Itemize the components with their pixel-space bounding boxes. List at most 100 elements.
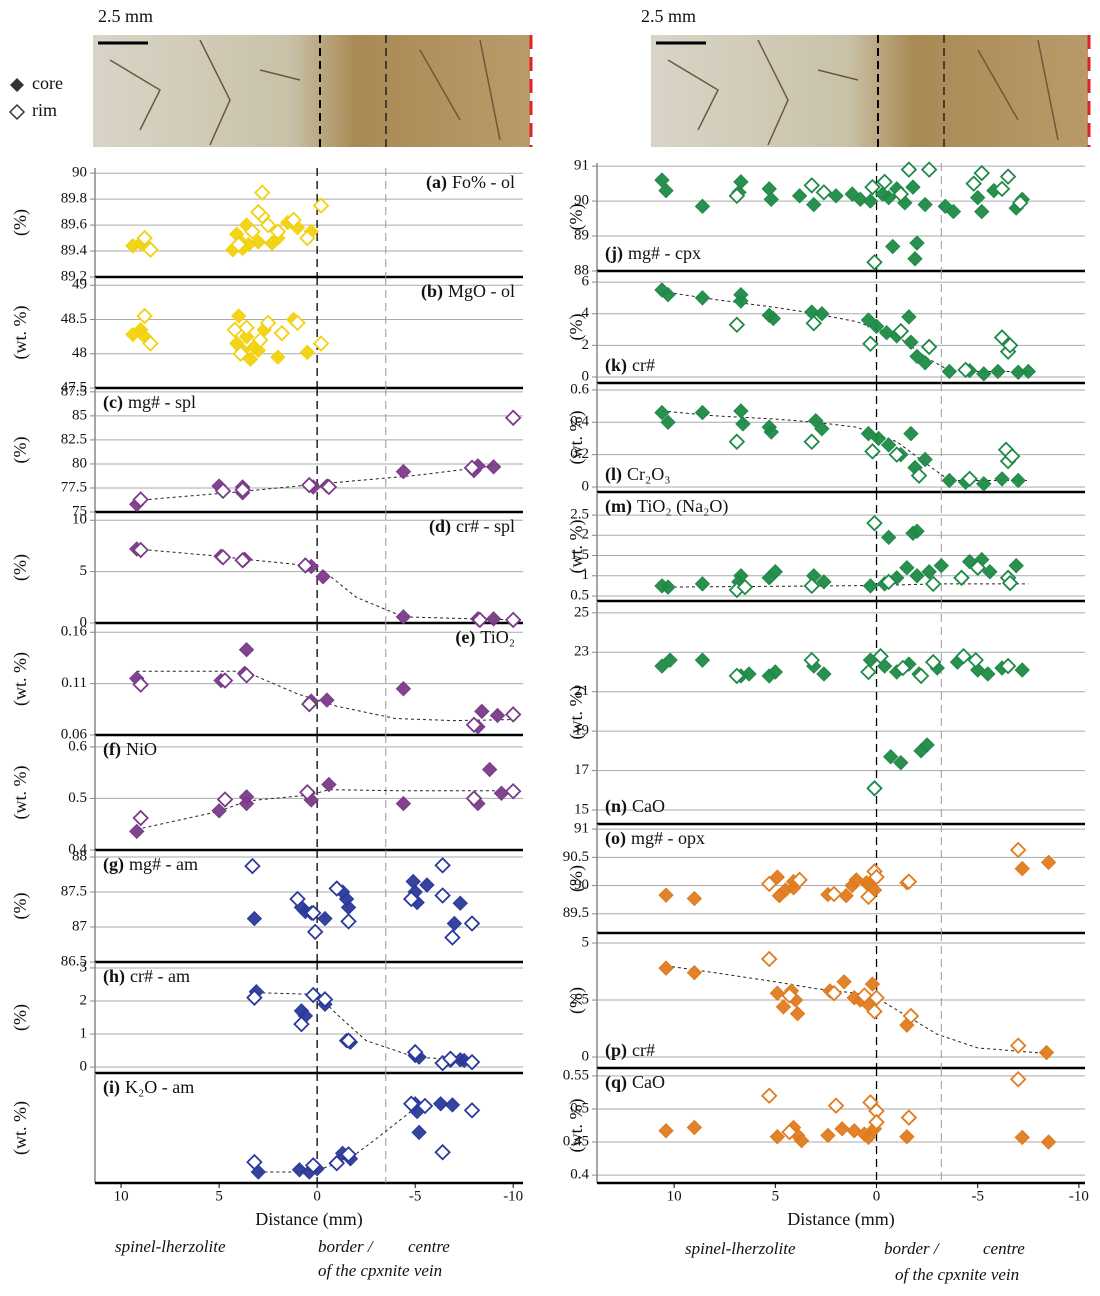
panel: 88 89 90 91 (j) mg# - cpx (%) (566, 158, 1085, 278)
data-point (728, 433, 746, 450)
y-tick-label: 0 (80, 614, 88, 630)
data-point (870, 430, 887, 447)
y-tick-label: 88 (574, 262, 589, 278)
data-point (1009, 1037, 1027, 1054)
data-point (230, 236, 247, 253)
panel: 0.06 0.11 0.16 (e) TiO₂ (wt. %) (10, 623, 523, 742)
legend-label: core (32, 73, 63, 93)
data-point (868, 318, 885, 335)
data-point (273, 324, 291, 342)
data-point (686, 1119, 703, 1136)
data-point (489, 707, 506, 724)
panel-label: (d) cr# - spl (429, 516, 515, 537)
y-tick-label: 5 (80, 563, 88, 579)
data-point (760, 950, 778, 968)
y-tick-label: 0.06 (61, 726, 88, 742)
data-point (463, 1053, 481, 1071)
data-point (269, 223, 287, 240)
y-axis-label: (wt. %) (10, 306, 31, 360)
y-tick-label: 49 (72, 277, 87, 293)
y-tick-label: 47.5 (61, 379, 87, 395)
annotation: spinel-lherzolite (685, 1239, 796, 1258)
y-tick-label: 3 (80, 959, 88, 975)
data-point (315, 569, 331, 585)
data-point (880, 189, 897, 206)
y-axis-label: (wt. %) (10, 652, 31, 706)
panel-title: cr# (632, 355, 655, 375)
data-point (658, 887, 674, 903)
data-point (1001, 337, 1019, 354)
data-point (411, 1124, 427, 1141)
data-point (970, 189, 986, 206)
y-tick-label: 48.5 (61, 311, 87, 327)
y-axis-label: (wt. %) (10, 766, 31, 820)
y-tick-label: 87.5 (61, 383, 87, 399)
data-point (876, 173, 893, 191)
panel-label: (f) NiO (103, 739, 157, 760)
data-point (301, 476, 318, 494)
y-axis-label: (%) (566, 865, 587, 892)
data-point (919, 737, 935, 753)
x-tick-label: -10 (1069, 1188, 1089, 1204)
data-point (771, 888, 788, 904)
data-point (846, 1123, 862, 1139)
data-point (856, 987, 873, 1004)
data-point (259, 314, 277, 332)
data-point (791, 871, 808, 889)
y-tick-label: 85 (72, 407, 87, 423)
data-point (880, 573, 897, 591)
data-point (463, 1102, 481, 1119)
y-tick-label: 91 (574, 821, 589, 837)
data-point (694, 198, 711, 215)
data-point (250, 234, 267, 250)
data-point (216, 672, 234, 689)
data-point (955, 647, 972, 665)
data-point (504, 611, 522, 629)
data-point (993, 180, 1011, 198)
panel-letter: (m) (605, 496, 632, 517)
y-tick-label: 90.5 (563, 849, 589, 865)
data-point (293, 1015, 310, 1033)
y-tick-label: 89.8 (61, 191, 87, 207)
data-point (1008, 557, 1024, 574)
data-point (920, 338, 938, 356)
data-point (803, 177, 821, 194)
data-point (231, 308, 247, 324)
data-point (980, 666, 996, 682)
data-point (864, 443, 881, 460)
y-axis-label: (wt. %) (566, 686, 587, 740)
data-point (132, 809, 149, 827)
data-point (686, 964, 703, 981)
data-point (246, 1153, 263, 1171)
data-point (504, 409, 522, 427)
trend-line (665, 965, 1049, 1055)
data-point (957, 361, 974, 379)
data-point (242, 351, 259, 367)
data-point (848, 872, 864, 888)
data-point (803, 577, 821, 595)
data-point (733, 403, 749, 419)
data-point (860, 663, 877, 681)
data-point (419, 877, 435, 893)
data-point (775, 999, 792, 1015)
data-point (660, 414, 676, 431)
data-point (961, 553, 978, 570)
data-point (340, 1032, 357, 1049)
data-point (909, 235, 925, 251)
panel-letter: (e) (455, 627, 475, 648)
y-axis-label: (wt. %) (566, 520, 587, 574)
annotation: centre (983, 1239, 1025, 1258)
panel-letter: (p) (605, 1040, 627, 1061)
data-point (892, 322, 910, 340)
data-point (694, 290, 711, 306)
annotation: centre (408, 1237, 450, 1256)
data-point (880, 529, 897, 546)
panel-title: CaO (632, 1072, 665, 1092)
data-point (993, 329, 1011, 346)
legend-marker (10, 78, 24, 92)
data-point (803, 651, 821, 669)
data-point (402, 890, 420, 908)
data-point (866, 253, 883, 271)
data-point (900, 1109, 918, 1126)
data-point (1040, 854, 1057, 871)
